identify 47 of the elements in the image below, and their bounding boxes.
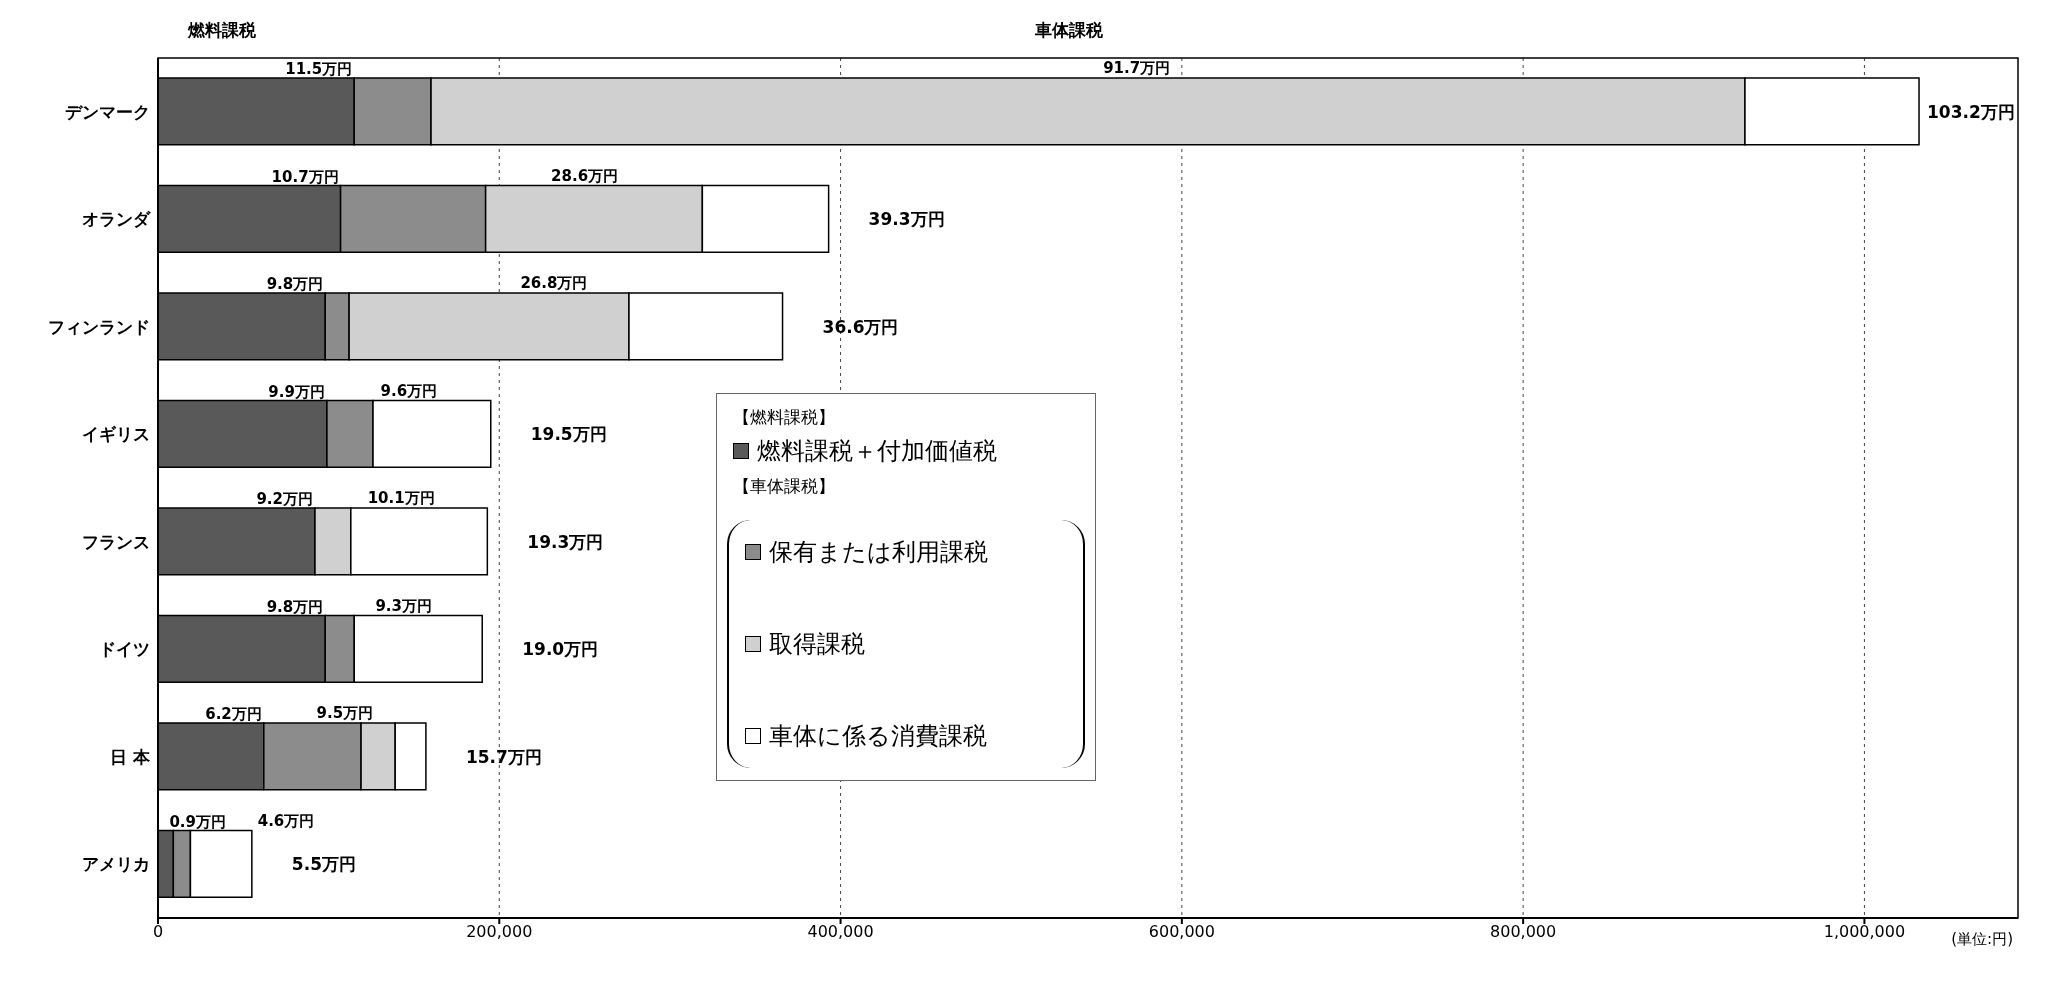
annotation: 9.3万円	[375, 596, 433, 615]
annotation: 9.2万円	[256, 490, 313, 509]
annotation: 19.3万円	[527, 531, 604, 552]
legend-label: 保有または利用課税	[768, 537, 989, 568]
x-tick-label: 800,000	[1490, 922, 1557, 942]
x-tick-label: 200,000	[466, 922, 533, 942]
annotation: 103.2万円	[1927, 101, 2015, 122]
y-tick-label: イギリス	[82, 424, 150, 445]
annotation: 0.9万円	[169, 812, 226, 831]
legend-label: 取得課税	[768, 629, 866, 660]
annotation: 11.5万円	[285, 60, 353, 79]
annotation: 9.9万円	[268, 382, 325, 401]
legend-label: 車体に係る消費課税	[768, 721, 988, 752]
y-tick-label: ドイツ	[99, 639, 150, 660]
annotation: 9.8万円	[266, 597, 324, 616]
text: 車体課税	[1034, 20, 1105, 40]
text: 燃料課税	[187, 20, 257, 40]
annotation: 4.6万円	[257, 811, 315, 830]
y-tick-label: アメリカ	[82, 854, 150, 875]
y-tick-label: フランス	[82, 531, 150, 552]
y-tick-label: フィンランド	[48, 316, 150, 337]
legend-label: 燃料課税＋付加価値税	[756, 436, 998, 467]
annotation: 6.2万円	[205, 705, 262, 724]
annotation: 5.5万円	[291, 854, 356, 875]
x-tick-label: 400,000	[807, 922, 874, 942]
annotation: 39.3万円	[868, 209, 945, 230]
x-tick-label: 600,000	[1148, 922, 1215, 942]
annotation: 26.8万円	[520, 274, 588, 293]
annotation: 9.8万円	[266, 275, 324, 294]
y-tick-label: 日 本	[110, 746, 151, 767]
annotation: 36.6万円	[822, 316, 899, 337]
annotation: 19.0万円	[522, 639, 599, 660]
y-tick-label: デンマーク	[65, 101, 150, 122]
y-tick-label: オランダ	[82, 209, 151, 230]
x-tick-label: 1,000,000	[1823, 922, 1906, 942]
annotation: 91.7万円	[1103, 59, 1171, 78]
annotation: 10.1万円	[367, 489, 435, 508]
x-axis-title: (単位:円)	[1951, 930, 2013, 948]
annotation: 10.7万円	[271, 167, 339, 186]
annotation: 28.6万円	[551, 166, 619, 185]
annotation: 19.5万円	[530, 424, 607, 445]
annotation: 9.5万円	[316, 704, 374, 723]
annotation: 【燃料課税】	[733, 406, 836, 429]
annotation: 【車体課税】	[733, 475, 836, 498]
annotation: 15.7万円	[465, 746, 542, 767]
annotation: 9.6万円	[380, 381, 438, 400]
x-tick-label: 0	[152, 922, 164, 942]
